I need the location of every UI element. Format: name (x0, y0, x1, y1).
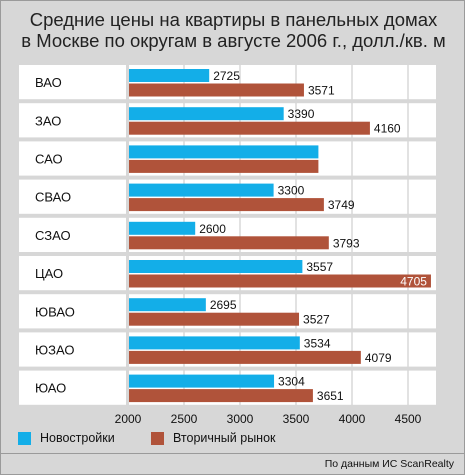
row-separator (19, 290, 436, 295)
value-label-secondary-market: 4160 (374, 122, 401, 136)
bar-new-buildings (129, 183, 274, 197)
x-tick-label: 3500 (283, 412, 310, 426)
bar-new-buildings (129, 221, 196, 235)
category-divider (126, 63, 129, 407)
footer-divider (1, 453, 465, 454)
bar-new-buildings (129, 69, 210, 82)
row-separator (19, 99, 436, 104)
bar-new-buildings (129, 260, 303, 273)
bar-secondary-market (129, 312, 300, 326)
row-separator (19, 252, 436, 256)
category-label: ЮАО (35, 381, 66, 396)
value-label-secondary-market: 4079 (365, 351, 392, 365)
category-label: СВАО (35, 190, 71, 205)
value-label-new-buildings: 3300 (278, 184, 305, 198)
x-tick-label: 2000 (115, 412, 142, 426)
value-label-new-buildings: 2600 (199, 222, 226, 236)
bar-new-buildings (129, 374, 275, 388)
category-label: ВАО (35, 75, 62, 90)
value-label-secondary-market: 4705 (400, 275, 427, 289)
legend-swatch-secondary-market (151, 431, 164, 445)
x-tick-label: 3000 (227, 412, 254, 426)
value-label-new-buildings: 3534 (304, 336, 331, 350)
x-tick-label: 4500 (395, 412, 422, 426)
x-tick-label: 2500 (171, 412, 198, 426)
row-separator (19, 404, 436, 409)
row-separator (19, 328, 436, 333)
bar-new-buildings (129, 298, 206, 312)
bar-secondary-market (129, 350, 361, 364)
source-note: По данным ИС ScanRealty (324, 458, 454, 470)
chart-title: Средние цены на квартиры в панельных дом… (1, 9, 465, 51)
category-label: ЗАО (35, 113, 61, 128)
bar-secondary-market (129, 274, 431, 288)
category-label: САО (35, 152, 63, 167)
row-separator (19, 61, 436, 65)
category-label: ЮЗАО (35, 343, 74, 358)
value-label-secondary-market: 3793 (333, 236, 360, 250)
value-label-secondary-market: 3527 (303, 313, 330, 327)
row-separator (19, 366, 436, 371)
legend-item-secondary-market: Вторичный рынок (151, 430, 276, 446)
chart-title-line-1: Средние цены на квартиры в панельных дом… (29, 9, 438, 30)
legend-label-new-buildings: Новостройки (40, 431, 115, 445)
value-label-secondary-market: 3651 (317, 389, 344, 403)
legend-label-secondary-market: Вторичный рынок (173, 431, 276, 445)
legend-item-new-buildings: Новостройки (18, 430, 115, 446)
chart-title-line-2: в Москве по округам в августе 2006 г., д… (21, 30, 446, 51)
legend-swatch-new-buildings (18, 431, 31, 445)
bar-secondary-market (129, 198, 324, 212)
value-label-new-buildings: 3557 (306, 260, 333, 274)
bar-secondary-market (129, 236, 329, 250)
row-separator (19, 137, 436, 142)
value-label-new-buildings: 2725 (213, 69, 240, 83)
plot-background (19, 63, 436, 407)
bar-secondary-market (129, 159, 319, 173)
x-tick-label: 4000 (339, 412, 366, 426)
value-label-secondary-market: 3749 (328, 198, 355, 212)
category-label: ЮВАО (35, 304, 75, 319)
value-label-secondary-market: 3571 (308, 84, 335, 98)
bar-secondary-market (129, 121, 370, 135)
bar-secondary-market (129, 83, 304, 97)
row-separator (19, 175, 436, 180)
category-label: ЦАО (35, 266, 63, 281)
bar-new-buildings (129, 336, 300, 350)
value-label-new-buildings: 3390 (288, 107, 315, 121)
value-label-new-buildings: 3304 (278, 375, 305, 389)
bar-new-buildings (129, 107, 284, 121)
bar-new-buildings (129, 145, 319, 159)
bar-secondary-market (129, 389, 313, 403)
value-label-new-buildings: 2695 (210, 298, 237, 312)
row-separator (19, 213, 436, 218)
category-label: СЗАО (35, 228, 71, 243)
